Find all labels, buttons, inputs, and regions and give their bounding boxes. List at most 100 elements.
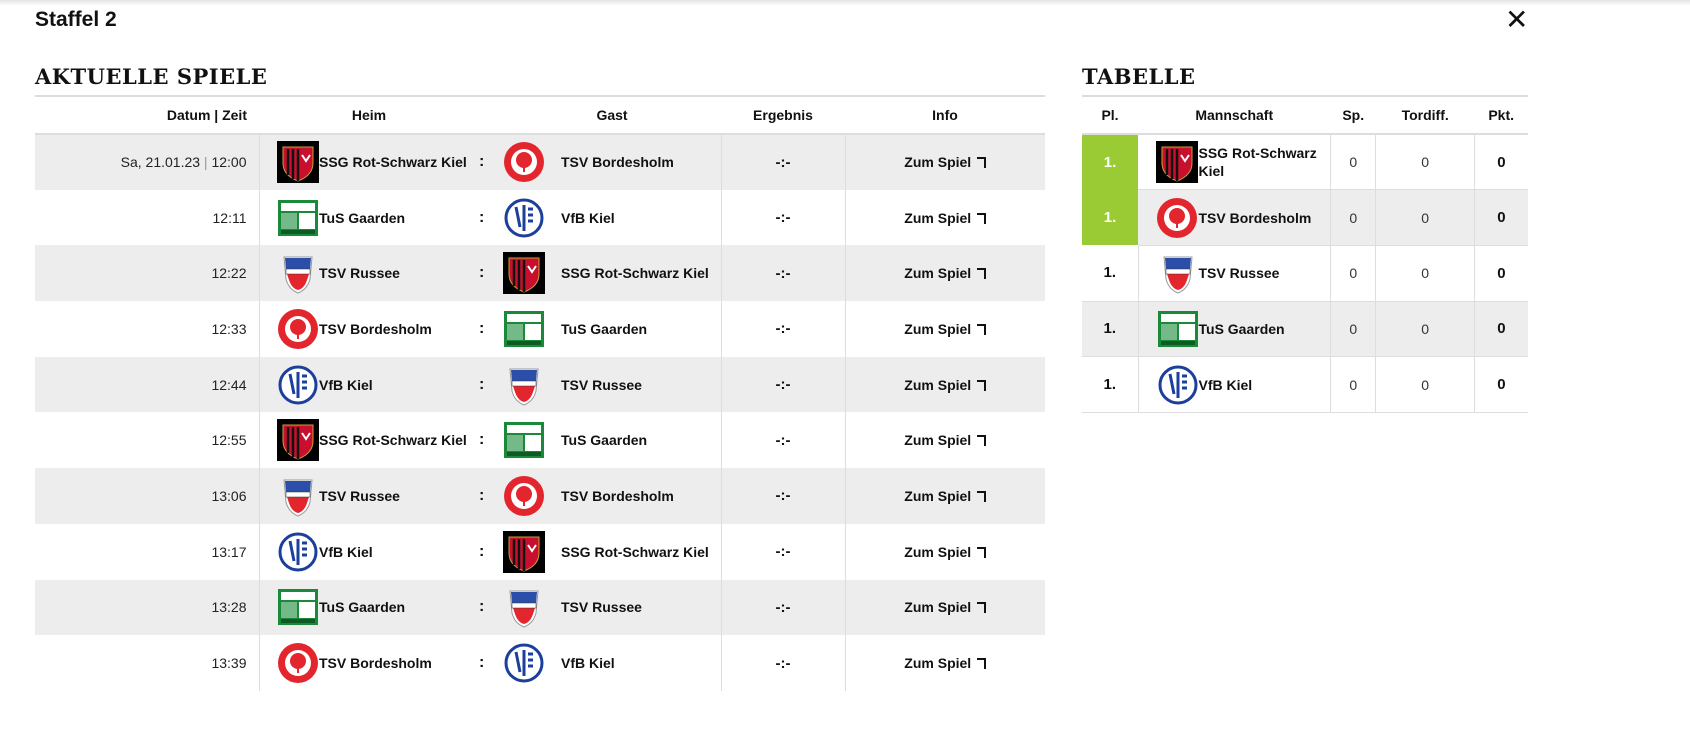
away-team: VfB Kiel: [561, 655, 615, 672]
game-result: -:-: [720, 189, 846, 246]
tsvb-logo-icon: [277, 308, 318, 349]
games-played: 0: [1330, 134, 1377, 191]
home-team: SSG Rot-Schwarz Kiel: [319, 432, 467, 449]
away-team: TSV Russee: [561, 579, 721, 636]
team-name: VfB Kiel: [1198, 356, 1331, 413]
vfb-logo-icon: [504, 198, 544, 238]
team-place: 1.: [1082, 189, 1138, 246]
home-logo: [259, 134, 319, 190]
corner-arrow-icon: [977, 490, 987, 502]
game-result: -:-: [720, 468, 846, 524]
russee-logo-icon: [509, 590, 539, 628]
zum-spiel-label: Zum Spiel: [904, 487, 972, 504]
vfb-logo-icon: [278, 532, 317, 572]
away-team: TuS Gaarden: [561, 320, 648, 337]
modal-title: Staffel 2: [35, 8, 117, 31]
home-team: SSG Rot-Schwarz Kiel: [319, 134, 479, 190]
tus-logo-icon: [1157, 310, 1198, 347]
points: 0: [1474, 356, 1528, 413]
corner-arrow-icon: [977, 212, 987, 224]
standings-row: 1. TSV Bordesholm 0 0 0: [1082, 189, 1528, 246]
zum-spiel-link[interactable]: Zum Spiel: [845, 579, 1045, 636]
games-played: 0: [1330, 245, 1377, 302]
corner-arrow-icon: [977, 602, 987, 614]
zum-spiel-link[interactable]: Zum Spiel: [845, 635, 1045, 691]
game-row: 13:28 TuS Gaarden : TSV Russee -:- Zum S…: [35, 579, 1045, 636]
team-name: TuS Gaarden: [1198, 301, 1331, 358]
points: 0: [1474, 134, 1528, 191]
team-logo: [1138, 245, 1199, 302]
zum-spiel-link[interactable]: Zum Spiel: [845, 524, 1045, 580]
team-separator: :: [479, 134, 503, 190]
goal-difference: 0: [1375, 245, 1475, 302]
game-datetime: 12:33: [35, 301, 260, 357]
team-separator: :: [479, 654, 485, 672]
corner-arrow-icon: [977, 546, 987, 558]
away-logo: [503, 635, 561, 691]
ssg-logo-icon: [1156, 141, 1198, 184]
zum-spiel-label: Zum Spiel: [904, 432, 972, 449]
ssg-logo-icon: [276, 141, 319, 184]
col-place: Pl.: [1082, 95, 1138, 135]
home-logo: [259, 356, 319, 413]
home-team: TuS Gaarden: [319, 579, 479, 636]
team-logo: [1138, 356, 1199, 413]
zum-spiel-link[interactable]: Zum Spiel: [845, 190, 1045, 246]
zum-spiel-label: Zum Spiel: [904, 376, 972, 393]
zum-spiel-link[interactable]: Zum Spiel: [845, 245, 1045, 302]
game-datetime: Sa, 21.01.23 | 12:00: [35, 134, 260, 190]
game-time: 13:06: [211, 487, 247, 504]
tus-logo-icon: [504, 422, 544, 459]
col-diff: Tordiff.: [1375, 95, 1475, 135]
home-logo: [259, 301, 319, 357]
away-team: TSV Bordesholm: [561, 134, 721, 190]
zum-spiel-link[interactable]: Zum Spiel: [845, 412, 1045, 468]
russee-logo-icon: [509, 368, 539, 406]
vfb-logo-icon: [504, 643, 544, 683]
date-time-divider: |: [203, 154, 208, 171]
home-logo: [259, 524, 319, 580]
col-played: Sp.: [1330, 95, 1376, 135]
games-played: 0: [1330, 356, 1377, 413]
corner-arrow-icon: [977, 157, 987, 169]
ssg-logo-icon: [503, 252, 545, 295]
zum-spiel-link[interactable]: Zum Spiel: [845, 301, 1045, 357]
standings-row: 1. TuS Gaarden 0 0 0: [1082, 301, 1528, 358]
home-team: TSV Bordesholm: [319, 655, 432, 672]
team-place: 1.: [1082, 301, 1139, 358]
vfb-logo-icon: [278, 365, 317, 405]
col-points: Pkt.: [1474, 95, 1528, 135]
tsvb-logo-icon: [504, 475, 544, 516]
game-datetime: 12:44: [35, 356, 260, 413]
game-datetime: 13:06: [35, 468, 260, 524]
goal-difference: 0: [1375, 301, 1475, 358]
team-place: 1.: [1082, 134, 1138, 190]
zum-spiel-link[interactable]: Zum Spiel: [845, 134, 1045, 190]
points: 0: [1474, 189, 1528, 246]
close-icon[interactable]: ✕: [1505, 4, 1529, 35]
team-separator: :: [479, 542, 485, 560]
away-logo: [503, 356, 561, 413]
team-separator: :: [479, 468, 503, 524]
game-time: 13:28: [211, 599, 247, 616]
zum-spiel-link[interactable]: Zum Spiel: [845, 356, 1045, 413]
russee-logo-icon: [282, 479, 313, 517]
away-team: VfB Kiel: [561, 209, 615, 226]
home-logo: [259, 635, 319, 691]
col-result: Ergebnis: [721, 95, 845, 135]
game-time: 12:22: [211, 265, 247, 282]
team-place: 1.: [1082, 245, 1139, 302]
zum-spiel-label: Zum Spiel: [904, 543, 972, 560]
games-played: 0: [1330, 189, 1377, 246]
game-time: 12:00: [211, 154, 247, 171]
team-name: TSV Bordesholm: [1198, 189, 1331, 246]
game-result: -:-: [720, 301, 846, 357]
corner-arrow-icon: [977, 323, 987, 335]
col-home: Heim: [259, 95, 479, 135]
game-datetime: 12:22: [35, 245, 260, 302]
game-row: 13:17 VfB Kiel : SSG Rot-Schwarz Kiel -:…: [35, 523, 1045, 580]
ssg-logo-icon: [276, 419, 319, 462]
zum-spiel-link[interactable]: Zum Spiel: [845, 468, 1045, 524]
standings-row: 1. TSV Russee 0 0 0: [1082, 245, 1528, 302]
game-time: 12:33: [211, 320, 247, 337]
